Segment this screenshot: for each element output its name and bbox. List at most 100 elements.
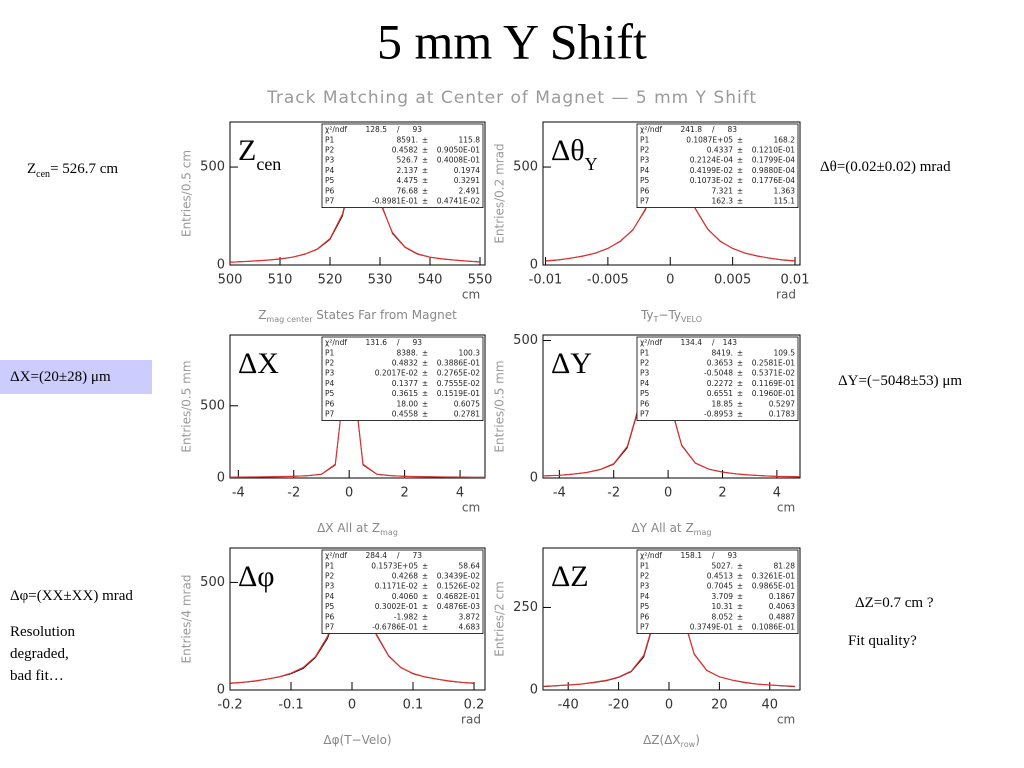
stats-param: P4 <box>325 592 335 601</box>
stats-error: 0.5371E-02 <box>752 369 795 378</box>
stats-param: P2 <box>640 146 650 155</box>
stats-error: 0.6075 <box>454 399 480 408</box>
stats-value: 18.85 <box>712 399 734 408</box>
stats-param: P2 <box>325 359 335 368</box>
x-axis-label: TyT−TyVELO <box>640 308 702 325</box>
panel-tag: ΔZ <box>551 560 589 593</box>
stats-pm: ± <box>422 379 428 388</box>
stats-sep: / <box>397 338 400 347</box>
stats-value: -0.5048 <box>704 369 733 378</box>
stats-error: 0.2765E-02 <box>437 369 480 378</box>
stats-error: 115.1 <box>774 197 796 206</box>
annotation-text: bad fit… <box>10 668 64 684</box>
stats-ndf: 93 <box>412 338 422 347</box>
stats-value: 0.2017E-02 <box>375 369 418 378</box>
stats-error: 0.9880E-04 <box>752 166 795 175</box>
x-tick-label: 2 <box>718 486 726 501</box>
x-axis-label: ΔZ(ΔXrow) <box>643 733 700 750</box>
x-tick-label: 0 <box>348 698 356 713</box>
stats-error: 0.3261E-01 <box>752 572 795 581</box>
text-part: Δφ(T−Velo) <box>323 733 391 747</box>
text-part: mag <box>694 528 712 537</box>
stats-param: P7 <box>325 410 335 419</box>
stats-pm: ± <box>737 612 743 621</box>
panel-tag: Zcen <box>238 134 281 174</box>
stats-param: P1 <box>325 561 335 570</box>
stats-value: 0.7045 <box>707 582 733 591</box>
y-tick-label: 0 <box>530 683 538 698</box>
stats-sep: / <box>397 551 400 560</box>
stats-pm: ± <box>737 389 743 398</box>
stats-value: 0.4268 <box>392 572 418 581</box>
stats-error: 0.1086E-01 <box>752 623 795 632</box>
stats-error: 0.1169E-01 <box>752 379 795 388</box>
stats-error: 0.4682E-01 <box>437 592 480 601</box>
stats-error: 0.2581E-01 <box>752 359 795 368</box>
annotation-text: Fit quality? <box>848 633 917 649</box>
x-tick-label: -4 <box>232 486 245 501</box>
annotation: Fit quality? <box>848 630 917 652</box>
stats-error: 0.1960E-01 <box>752 389 795 398</box>
stats-ndf: 143 <box>723 338 738 347</box>
stats-chi2: 284.4 <box>366 551 388 560</box>
stats-param: P2 <box>325 572 335 581</box>
stats-value: 0.1073E-02 <box>690 176 733 185</box>
stats-pm: ± <box>422 389 428 398</box>
stats-error: 0.1974 <box>454 166 480 175</box>
stats-value: 526.7 <box>397 156 419 165</box>
stats-error: 0.3439E-02 <box>437 572 480 581</box>
stats-value: 0.4558 <box>392 410 418 419</box>
stats-value: 8.052 <box>712 612 734 621</box>
stats-param: P3 <box>325 369 335 378</box>
stats-pm: ± <box>422 369 428 378</box>
stats-error: 0.5297 <box>769 399 795 408</box>
stats-param: P1 <box>325 348 335 357</box>
stats-pm: ± <box>422 399 428 408</box>
stats-value: 0.4199E-02 <box>690 166 733 175</box>
y-tick-label: 500 <box>200 160 225 175</box>
stats-pm: ± <box>737 369 743 378</box>
stats-pm: ± <box>737 561 743 570</box>
stats-box <box>636 549 799 634</box>
x-tick-label: -2 <box>607 486 620 501</box>
stats-pm: ± <box>737 602 743 611</box>
stats-pm: ± <box>737 348 743 357</box>
y-axis-label: Entries/0.5 cm <box>180 150 194 237</box>
stats-param: P7 <box>640 410 650 419</box>
stats-pm: ± <box>737 572 743 581</box>
annotation: ΔX=(20±28) μm <box>0 360 152 394</box>
stats-error: 58.64 <box>459 561 481 570</box>
stats-param: P5 <box>640 389 650 398</box>
x-unit: cm <box>462 501 480 515</box>
text-part: ΔY <box>551 347 592 380</box>
stats-error: 0.9865E-01 <box>752 582 795 591</box>
y-tick-label: 0 <box>530 258 538 273</box>
stats-pm: ± <box>737 146 743 155</box>
text-part: Δφ <box>238 560 275 593</box>
annotation: ΔZ=0.7 cm ? <box>855 592 934 614</box>
text-part: Δθ <box>551 134 585 167</box>
y-tick-label: 500 <box>513 160 538 175</box>
stats-pm: ± <box>422 176 428 185</box>
stats-error: 168.2 <box>774 135 796 144</box>
stats-sep: / <box>712 551 715 560</box>
stats-error: 0.1783 <box>769 410 795 419</box>
stats-pm: ± <box>422 410 428 419</box>
stats-value: 7.321 <box>712 186 734 195</box>
text-part: −Ty <box>658 308 681 322</box>
panel-tag: ΔY <box>551 347 592 380</box>
stats-value: 0.4513 <box>707 572 733 581</box>
y-axis-label: Entries/2 cm <box>493 581 507 657</box>
x-tick-label: 40 <box>761 698 778 713</box>
text-part: Z <box>258 308 266 322</box>
stats-value: -0.8953 <box>704 410 733 419</box>
stats-value: 0.3749E-01 <box>690 623 733 632</box>
x-tick-label: 0 <box>666 273 674 288</box>
stats-param: P4 <box>640 379 650 388</box>
x-tick-label: 520 <box>318 273 343 288</box>
panel-tag: ΔθY <box>551 134 598 174</box>
x-tick-label: 540 <box>418 273 443 288</box>
x-tick-label: 550 <box>468 273 493 288</box>
stats-error: 109.5 <box>774 348 796 357</box>
